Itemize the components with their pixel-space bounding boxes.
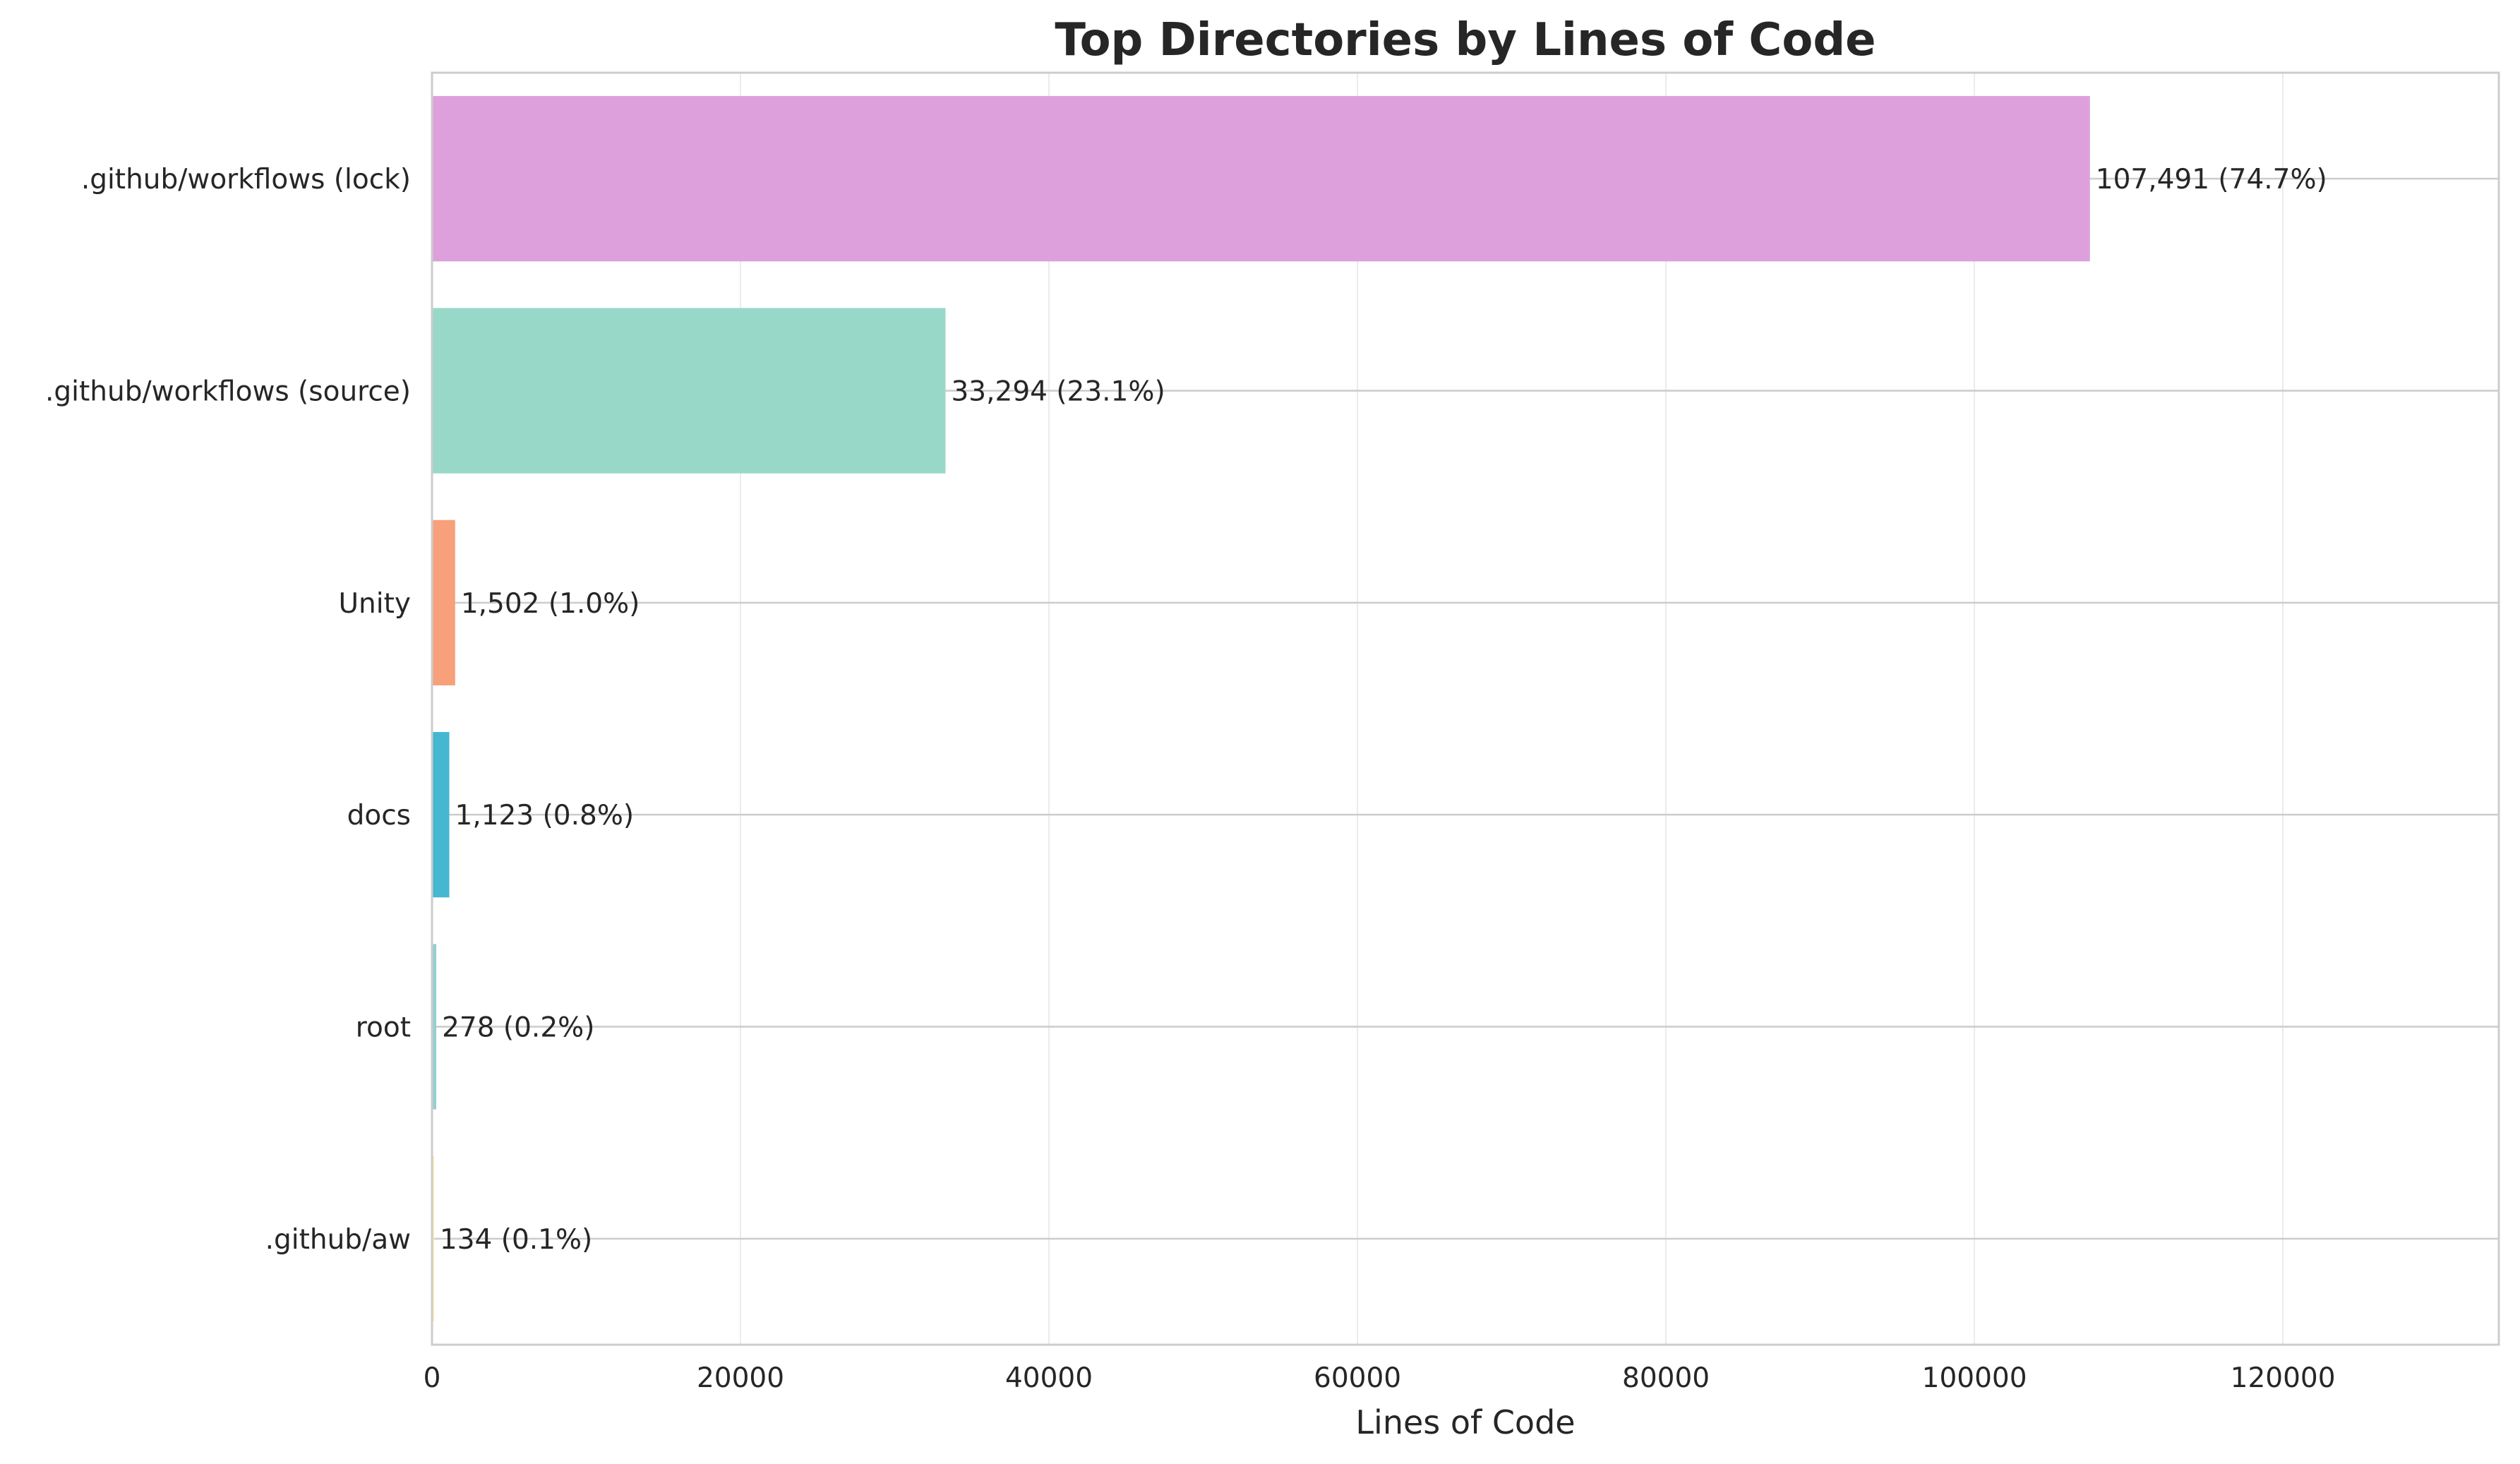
y-tick-label: .github/workflows (lock) [81, 164, 411, 196]
bar [432, 732, 450, 898]
x-tick-label: 60000 [1314, 1362, 1401, 1394]
data-label: 33,294 (23.1%) [951, 376, 1165, 408]
x-tick-label: 100000 [1922, 1362, 2027, 1394]
bar [432, 520, 455, 685]
y-tick-label: .github/workflows (source) [45, 376, 411, 408]
bar [432, 944, 437, 1110]
data-label: 278 (0.2%) [442, 1012, 594, 1044]
data-labels: 107,491 (74.7%) 33,294 (23.1%) 1,502 (1.0%… [440, 164, 2327, 1256]
bar [432, 308, 946, 474]
bars [432, 96, 2090, 1321]
x-tick-label: 80000 [1622, 1362, 1710, 1394]
x-tick-label: 20000 [697, 1362, 784, 1394]
bar [432, 96, 2090, 262]
data-label: 1,123 (0.8%) [455, 800, 635, 832]
y-tick-label: .github/aw [265, 1224, 411, 1256]
data-label: 107,491 (74.7%) [2096, 164, 2327, 196]
y-tick-label: Unity [339, 588, 411, 620]
x-tick-label: 40000 [1005, 1362, 1093, 1394]
tick-labels: 0 20000 40000 60000 80000 100000 120000 .github… [45, 164, 2336, 1394]
x-tick-label: 0 [424, 1362, 441, 1394]
plot-border [431, 71, 2500, 1346]
y-tick-label: root [356, 1012, 411, 1044]
y-tick-label: docs [347, 800, 411, 832]
data-label: 1,502 (1.0%) [461, 588, 640, 620]
data-label: 134 (0.1%) [440, 1224, 592, 1256]
x-tick-label: 120000 [2231, 1362, 2336, 1394]
chart-title: Top Directories by Lines of Code [1055, 14, 1876, 66]
x-axis-label: Lines of Code [1355, 1403, 1575, 1441]
plot-frame [431, 71, 2500, 1346]
